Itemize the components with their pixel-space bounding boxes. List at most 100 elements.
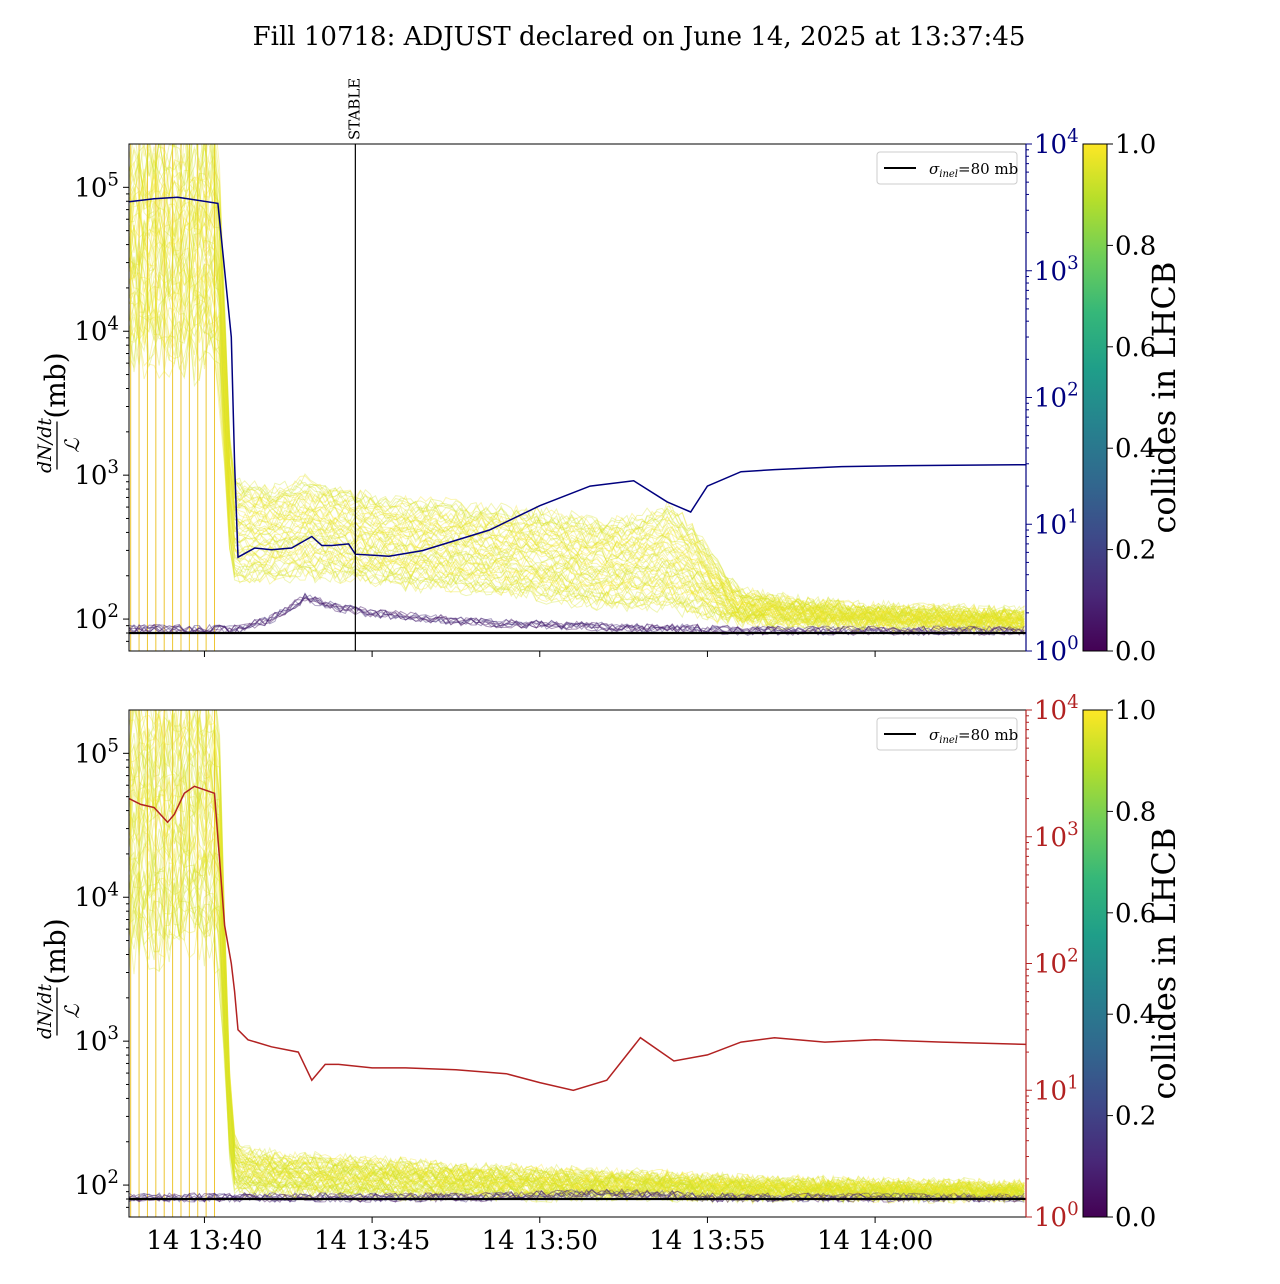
bunch-trace: [129, 160, 1025, 623]
legend-label: σinel=80 mb: [929, 726, 1018, 746]
bunch-traces: [129, 710, 1025, 1205]
colorbar-tick-label: 0.0: [1115, 1203, 1156, 1233]
bunch-trace: [129, 842, 1025, 1201]
bunch-trace: [129, 291, 1025, 633]
bunch-trace: [129, 261, 1025, 631]
x-tick-label: 14 13:50: [482, 1226, 598, 1256]
bunch-trace: [129, 167, 1025, 625]
colorbar-tick-label: 0.8: [1115, 231, 1156, 261]
bunch-trace: [129, 258, 1025, 631]
colorbar-tick-label: 0.8: [1115, 797, 1156, 827]
bunch-trace: [129, 776, 1025, 1199]
y-label-denominator: ℒ: [60, 1004, 84, 1019]
y-label-unit: (mb): [39, 352, 72, 418]
bunch-trace: [135, 710, 1025, 1194]
legend-box: [876, 151, 1018, 185]
bunch-trace: [129, 306, 1025, 634]
bunch-trace: [129, 225, 1025, 628]
right-tick-label: 101: [1034, 506, 1079, 540]
bunch-trace: [129, 592, 1025, 636]
bunch-trace: [129, 880, 1025, 1203]
bunch-trace: [129, 144, 1025, 623]
bunch-trace: [129, 788, 1025, 1199]
bunch-trace: [129, 767, 1025, 1199]
bunch-trace: [129, 170, 1025, 624]
y-tick-label: 102: [74, 1167, 119, 1201]
bunch-trace: [129, 1189, 1025, 1203]
bunch-trace: [129, 719, 1025, 1197]
x-tick-label: 14 14:00: [817, 1226, 933, 1256]
y-tick-label: 103: [74, 457, 119, 491]
bunch-trace: [129, 761, 1025, 1197]
bunch-trace: [129, 729, 1025, 1197]
bunch-trace: [129, 144, 1025, 620]
bunch-trace: [129, 593, 1025, 636]
bunch-trace: [129, 592, 1025, 636]
bunch-trace: [129, 1188, 1025, 1203]
right-tick-label: 104: [1034, 126, 1079, 160]
plot-area-top: [129, 144, 1026, 651]
bunch-trace: [129, 153, 1025, 621]
bunch-trace: [129, 869, 1025, 1202]
x-tick-label: 14 13:55: [649, 1226, 765, 1256]
axes-frame: [128, 709, 1027, 1218]
right-tick-label: 104: [1034, 692, 1079, 726]
bunch-trace: [129, 256, 1025, 631]
bunch-trace: [129, 305, 1025, 635]
bunch-trace: [135, 710, 1025, 1194]
right-tick-label: 100: [1034, 1199, 1079, 1233]
bunch-trace: [129, 196, 1025, 625]
bunch-trace: [129, 829, 1025, 1201]
bunch-trace: [129, 263, 1025, 629]
right-axis-series-line: [129, 785, 1026, 1092]
bunch-trace: [129, 710, 1025, 1195]
bunch-trace: [129, 749, 1025, 1197]
y-tick-label: 102: [74, 601, 119, 635]
right-axis-series-line: [129, 196, 1026, 559]
bunch-trace: [129, 316, 1025, 634]
bunch-trace: [129, 766, 1025, 1198]
y-label-numerator: dN/dt: [34, 418, 56, 473]
bunch-trace: [129, 289, 1025, 632]
bunch-trace: [129, 883, 1025, 1204]
bunch-trace: [129, 776, 1025, 1199]
bunch-trace: [129, 795, 1025, 1200]
bunch-trace: [129, 750, 1025, 1197]
bunch-trace: [129, 834, 1025, 1201]
bunch-trace: [129, 308, 1025, 634]
bunch-trace: [129, 178, 1025, 624]
bunch-trace: [140, 710, 1025, 1195]
bunch-trace: [129, 291, 1025, 633]
y-label-denominator: ℒ: [60, 438, 84, 453]
bunch-trace: [129, 204, 1025, 625]
bunch-trace: [129, 268, 1025, 632]
bunch-trace: [129, 148, 1025, 623]
bunch-trace: [129, 178, 1025, 625]
bunch-trace: [129, 811, 1025, 1200]
bunch-trace: [129, 170, 1025, 624]
bunch-trace: [129, 596, 1025, 637]
bunch-trace: [158, 144, 1025, 621]
bunch-trace: [129, 897, 1025, 1205]
bunch-trace: [129, 735, 1025, 1196]
bunch-trace: [129, 742, 1025, 1198]
colorbar-tick-label: 0.2: [1115, 536, 1156, 566]
bunch-trace: [129, 165, 1025, 625]
bunch-trace: [129, 144, 1025, 621]
bunch-trace: [129, 187, 1025, 626]
y-tick-label: 104: [74, 313, 119, 347]
bunch-trace: [129, 710, 1025, 1197]
right-tick-label: 103: [1034, 819, 1079, 853]
bunch-trace: [129, 822, 1025, 1201]
bunch-trace: [129, 832, 1025, 1201]
bunch-trace: [129, 861, 1025, 1203]
panel-bottom: 102 103 104 105 100 101 102 103 104 14 13:40 14 13…: [34, 692, 1183, 1256]
y-tick-label: 105: [74, 735, 119, 769]
bunch-trace: [142, 144, 1025, 621]
colorbar-tick-label: 0.6: [1115, 899, 1156, 929]
bunch-trace: [129, 710, 1025, 1196]
bunch-trace: [129, 279, 1025, 633]
bunch-trace: [129, 788, 1025, 1199]
bunch-trace: [129, 146, 1025, 621]
